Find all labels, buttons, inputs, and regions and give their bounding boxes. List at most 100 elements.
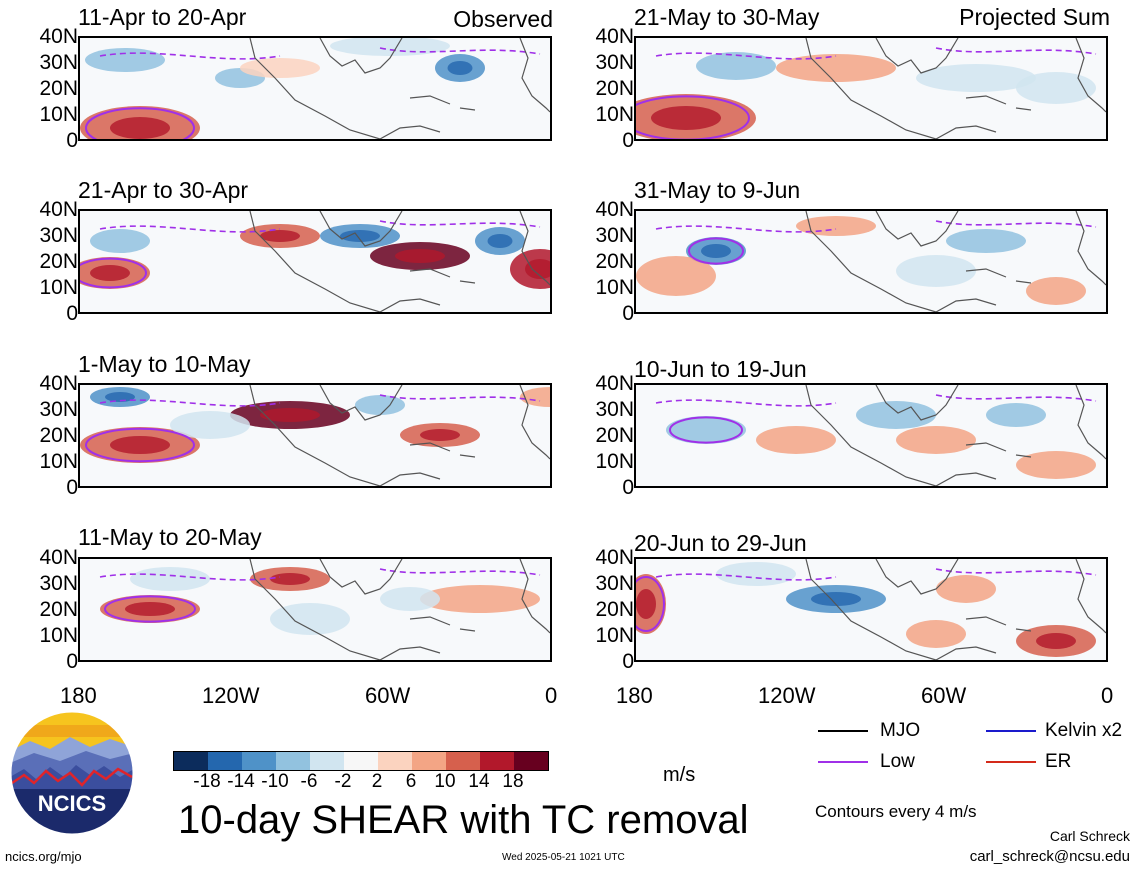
legend-low-line <box>818 761 868 763</box>
panel-title-proj2: 31-May to 9-Jun <box>634 177 801 203</box>
panel-title-proj4: 20-Jun to 29-Jun <box>634 530 807 556</box>
shear-anomaly-area <box>936 575 996 603</box>
lat-label-10n: 10N <box>39 276 78 299</box>
ncics-logo: NCICS <box>10 711 134 835</box>
lat-label-10n: 10N <box>595 450 634 473</box>
shear-anomaly-area <box>270 603 350 635</box>
colorbar-swatch <box>412 752 446 770</box>
shear-anomaly-area <box>420 585 540 613</box>
lat-label-30n: 30N <box>595 51 634 74</box>
lon-label-0-left: 0 <box>545 683 558 708</box>
map-panel-obs4 <box>78 557 552 662</box>
legend-kelvin-label: Kelvin x2 <box>1045 720 1123 741</box>
shear-anomaly-core <box>125 602 175 616</box>
panel-title-obs2: 21-Apr to 30-Apr <box>78 177 249 203</box>
lat-label-0: 0 <box>66 129 78 152</box>
author-name: Carl Schreck <box>1049 828 1130 844</box>
colorbar-swatch <box>208 752 242 770</box>
shear-anomaly-core <box>701 244 731 258</box>
legend-mjo-line <box>818 730 868 732</box>
shear-anomaly-area <box>856 401 936 429</box>
map-panel-proj4 <box>634 557 1108 662</box>
legend-mjo-label: MJO <box>880 720 921 741</box>
colorbar-tick-label: -14 <box>227 771 255 792</box>
legend-er-line <box>986 761 1036 763</box>
shear-anomaly-area <box>696 52 776 80</box>
colorbar-unit: m/s <box>663 764 696 786</box>
colorbar <box>173 751 549 771</box>
legend-er-label: ER <box>1045 751 1072 772</box>
shear-anomaly-area <box>1016 72 1096 104</box>
colorbar-swatch <box>174 752 208 770</box>
map-panel-proj1 <box>634 36 1108 141</box>
site-url: ncics.org/mjo <box>5 849 82 864</box>
lat-label-20n: 20N <box>595 77 634 100</box>
shear-anomaly-area <box>355 395 405 415</box>
colorbar-tick-label: -10 <box>261 771 289 792</box>
lat-label-20n: 20N <box>39 424 78 447</box>
lat-label-20n: 20N <box>595 424 634 447</box>
shear-anomaly-core <box>340 230 380 242</box>
lat-label-40n: 40N <box>595 25 634 48</box>
colorbar-swatch <box>514 752 548 770</box>
projected-label: Projected Sum <box>959 4 1110 30</box>
low-contour-dashed <box>99 394 541 407</box>
low-contour-solid <box>636 95 750 139</box>
coastline <box>805 211 1106 312</box>
coastline <box>249 559 550 660</box>
low-contour-solid <box>636 576 665 632</box>
lon-label-180-right: 180 <box>616 683 653 708</box>
low-contour-solid <box>85 427 195 463</box>
lat-label-0: 0 <box>622 476 634 499</box>
lat-label-40n: 40N <box>39 546 78 569</box>
lat-label-40n: 40N <box>39 372 78 395</box>
legend-kelvin-line <box>986 730 1036 732</box>
low-contour-dashed <box>99 47 541 60</box>
panel-title-proj3: 10-Jun to 19-Jun <box>634 356 807 382</box>
author-email: carl_schreck@ncsu.edu <box>969 848 1130 865</box>
lat-label-10n: 10N <box>39 103 78 126</box>
colorbar-tick-label: 6 <box>405 771 417 792</box>
lat-label-30n: 30N <box>39 51 78 74</box>
shear-anomaly-area <box>986 403 1046 427</box>
colorbar-swatch <box>242 752 276 770</box>
coastline <box>805 559 1106 660</box>
lat-label-10n: 10N <box>39 624 78 647</box>
colorbar-swatch <box>276 752 310 770</box>
lat-label-20n: 20N <box>39 598 78 621</box>
lat-label-40n: 40N <box>595 546 634 569</box>
lon-label-120w-right: 120W <box>758 683 816 708</box>
shear-anomaly-core <box>1036 633 1076 649</box>
lon-label-120w-left: 120W <box>202 683 260 708</box>
shear-anomaly-area <box>716 562 796 586</box>
shear-anomaly-area <box>666 416 746 444</box>
colorbar-tick-label: 18 <box>502 771 524 792</box>
lat-label-20n: 20N <box>39 77 78 100</box>
low-contour-solid <box>104 595 196 623</box>
shear-anomaly-area <box>906 620 966 648</box>
shear-anomaly-area <box>636 256 716 296</box>
panel-title-obs4: 11-May to 20-May <box>78 524 262 550</box>
lon-label-60w-right: 60W <box>921 683 967 708</box>
timestamp: Wed 2025-05-21 1021 UTC <box>502 852 625 863</box>
lat-label-30n: 30N <box>39 572 78 595</box>
shear-anomaly-area <box>330 38 450 56</box>
lat-label-0: 0 <box>66 302 78 325</box>
low-contour-dashed <box>655 568 1097 581</box>
shear-anomaly-area <box>1026 277 1086 305</box>
low-contour-dashed <box>655 220 1097 233</box>
lat-label-0: 0 <box>66 650 78 673</box>
shear-anomaly-area <box>240 58 320 78</box>
lat-label-10n: 10N <box>595 103 634 126</box>
observed-label: Observed <box>453 6 553 32</box>
shear-anomaly-area <box>916 64 1036 92</box>
map-panel-proj3 <box>634 383 1108 488</box>
shear-anomaly-area <box>130 567 210 591</box>
shear-anomaly-area <box>380 587 440 611</box>
coastline <box>805 385 1106 486</box>
lat-label-30n: 30N <box>595 398 634 421</box>
shear-anomaly-area <box>520 387 550 407</box>
colorbar-tick-label: 14 <box>468 771 490 792</box>
lat-label-40n: 40N <box>39 25 78 48</box>
lat-label-0: 0 <box>622 129 634 152</box>
